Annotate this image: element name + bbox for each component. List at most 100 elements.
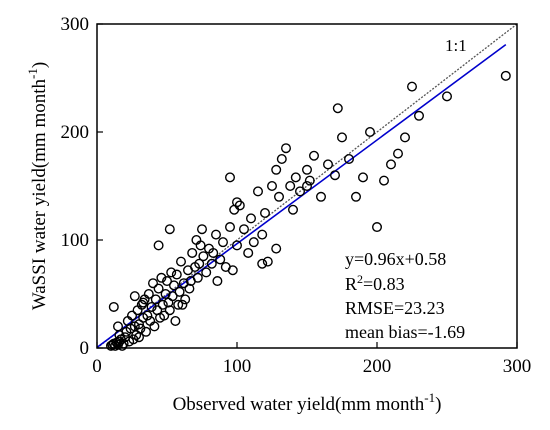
data-point bbox=[212, 276, 223, 287]
data-point bbox=[295, 186, 306, 197]
data-point bbox=[150, 294, 161, 305]
data-point bbox=[140, 326, 151, 337]
data-point bbox=[164, 224, 175, 235]
data-point bbox=[159, 310, 170, 321]
data-point bbox=[142, 310, 153, 321]
data-point bbox=[147, 278, 158, 289]
data-point bbox=[224, 222, 235, 233]
data-point bbox=[257, 229, 268, 240]
data-point bbox=[173, 299, 184, 310]
data-point bbox=[243, 247, 254, 258]
data-point bbox=[126, 310, 137, 321]
data-point bbox=[316, 191, 327, 202]
x-axis-label: Observed water yield(mm month-1) bbox=[173, 390, 442, 415]
data-point bbox=[260, 207, 271, 218]
data-point bbox=[168, 280, 179, 291]
data-point bbox=[337, 132, 348, 143]
data-point bbox=[108, 301, 119, 312]
data-point bbox=[302, 180, 313, 191]
x-tick-label: 100 bbox=[223, 356, 252, 377]
data-point bbox=[133, 332, 144, 343]
data-point bbox=[160, 289, 171, 300]
y-tick-label: 200 bbox=[61, 122, 90, 143]
data-point bbox=[238, 224, 249, 235]
data-point bbox=[281, 143, 292, 154]
one-to-one-label: 1:1 bbox=[445, 36, 467, 55]
data-point bbox=[330, 170, 341, 181]
data-point bbox=[288, 204, 299, 215]
data-point bbox=[174, 286, 185, 297]
data-point bbox=[267, 180, 278, 191]
data-point bbox=[157, 299, 168, 310]
y-axis-label: WaSSI water yield(mm month-1) bbox=[25, 62, 50, 310]
data-point bbox=[285, 180, 296, 191]
data-point bbox=[136, 299, 147, 310]
one-to-one-line bbox=[96, 23, 518, 349]
data-point bbox=[271, 164, 282, 175]
data-point bbox=[358, 172, 369, 183]
data-point bbox=[262, 256, 273, 267]
y-tick-label: 0 bbox=[80, 338, 90, 359]
data-point bbox=[379, 175, 390, 186]
plot-frame bbox=[96, 23, 518, 349]
data-point bbox=[153, 240, 164, 251]
data-point bbox=[105, 340, 116, 351]
x-tick-label: 200 bbox=[363, 356, 392, 377]
data-point bbox=[149, 321, 160, 332]
data-point bbox=[196, 224, 207, 235]
data-point bbox=[224, 172, 235, 183]
data-point bbox=[365, 126, 376, 137]
data-point bbox=[217, 237, 228, 248]
data-point bbox=[195, 240, 206, 251]
y-tick-label: 100 bbox=[61, 230, 90, 251]
data-point bbox=[138, 297, 149, 308]
data-point bbox=[166, 267, 177, 278]
data-point bbox=[248, 237, 259, 248]
data-point bbox=[290, 172, 301, 183]
data-point bbox=[215, 254, 226, 265]
data-point bbox=[344, 153, 355, 164]
data-point bbox=[112, 321, 123, 332]
data-point bbox=[184, 283, 195, 294]
data-point bbox=[171, 269, 182, 280]
data-point bbox=[164, 305, 175, 316]
data-point bbox=[146, 301, 157, 312]
r-squared: R2=0.83 bbox=[345, 272, 405, 294]
data-point bbox=[153, 283, 164, 294]
data-point bbox=[400, 132, 411, 143]
data-point bbox=[129, 291, 140, 302]
data-point bbox=[194, 258, 205, 269]
data-point bbox=[170, 316, 181, 327]
data-point bbox=[332, 103, 343, 114]
data-point bbox=[351, 191, 362, 202]
data-point bbox=[276, 153, 287, 164]
data-point bbox=[257, 258, 268, 269]
x-tick-label: 0 bbox=[92, 356, 102, 377]
data-point bbox=[117, 340, 128, 351]
data-point bbox=[178, 278, 189, 289]
data-point bbox=[187, 247, 198, 258]
mean-bias: mean bias=-1.69 bbox=[345, 322, 465, 342]
data-point bbox=[167, 291, 178, 302]
data-point bbox=[309, 150, 320, 161]
data-point bbox=[407, 81, 418, 92]
data-point bbox=[234, 200, 245, 211]
fit-equation: y=0.96x+0.58 bbox=[345, 249, 446, 269]
data-point bbox=[208, 247, 219, 258]
data-point bbox=[175, 256, 186, 267]
data-point bbox=[210, 229, 221, 240]
data-point bbox=[304, 175, 315, 186]
data-point bbox=[274, 191, 285, 202]
data-point bbox=[442, 91, 453, 102]
data-point bbox=[206, 258, 217, 269]
data-point bbox=[245, 213, 256, 224]
data-point bbox=[201, 267, 212, 278]
data-point bbox=[198, 251, 209, 262]
rmse: RMSE=23.23 bbox=[345, 298, 445, 318]
data-point bbox=[231, 240, 242, 251]
data-point bbox=[143, 289, 154, 300]
data-point bbox=[271, 243, 282, 254]
data-point bbox=[252, 186, 263, 197]
data-point bbox=[156, 272, 167, 283]
